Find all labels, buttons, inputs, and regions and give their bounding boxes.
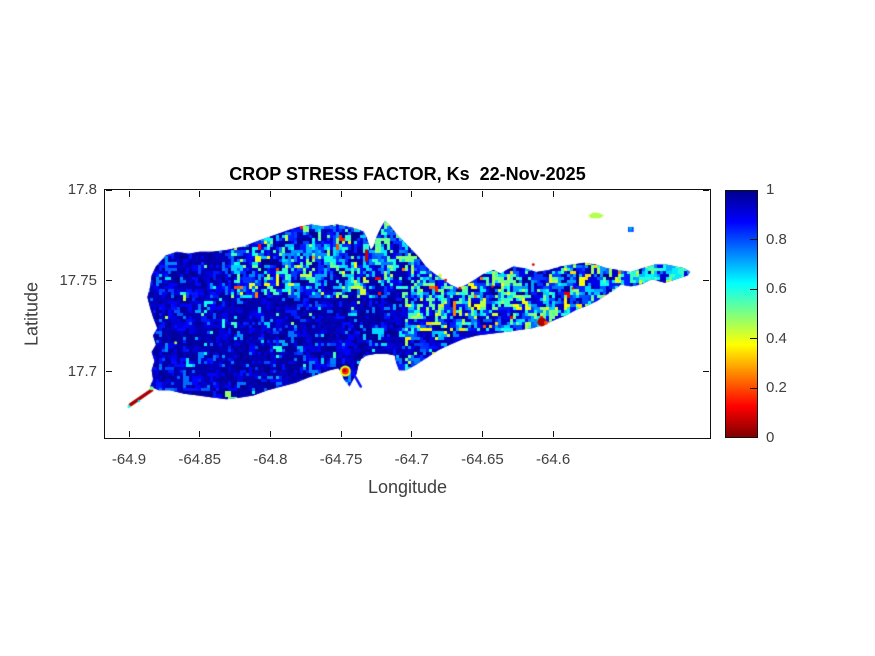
colorbar-tick-label: 0.8	[766, 230, 787, 248]
colorbar-tick-label: 1	[766, 181, 775, 198]
x-tick	[128, 431, 130, 437]
x-tick-label: -64.7	[394, 451, 429, 468]
colorbar-tick	[750, 338, 757, 340]
y-tick-label: 17.7	[67, 362, 97, 380]
colorbar-tick-label: 0.4	[766, 329, 787, 347]
x-tick	[552, 431, 554, 437]
colorbar-tick	[750, 239, 757, 241]
y-axis-label: Latitude	[21, 281, 42, 347]
x-tick	[340, 431, 342, 437]
y-tick-right	[703, 371, 709, 373]
x-tick-label: -64.65	[461, 451, 504, 468]
colorbar-gradient	[726, 191, 757, 437]
colorbar-tick-label: 0.2	[766, 379, 787, 397]
y-tick-label: 17.75	[59, 271, 97, 289]
x-tick-top	[269, 191, 271, 197]
colorbar-tick	[750, 288, 757, 290]
x-tick-label: -64.9	[111, 451, 147, 468]
y-tick	[106, 371, 112, 373]
x-tick-top	[552, 191, 554, 197]
colorbar-tick-label: 0.6	[766, 280, 787, 298]
x-tick	[411, 431, 413, 437]
plot-area	[104, 189, 711, 439]
x-tick-label: -64.85	[178, 451, 221, 468]
map-canvas	[105, 190, 710, 438]
colorbar	[725, 190, 758, 438]
x-tick-top	[411, 191, 413, 197]
chart-title: CROP STRESS FACTOR, Ks 22-Nov-2025	[229, 164, 586, 184]
y-tick-right	[703, 189, 709, 191]
x-tick	[269, 431, 271, 437]
x-tick-label: -64.75	[319, 451, 363, 468]
y-tick	[106, 189, 112, 191]
y-tick	[106, 280, 112, 282]
x-axis-label: Longitude	[367, 477, 448, 497]
x-tick-top	[481, 191, 483, 197]
y-tick-right	[703, 280, 709, 282]
colorbar-tick-label: 0	[766, 429, 775, 446]
x-tick-top	[128, 191, 130, 197]
colorbar-tick	[750, 387, 757, 389]
x-tick	[199, 431, 201, 437]
x-tick-label: -64.8	[253, 451, 288, 468]
y-tick-label: 17.8	[67, 181, 97, 198]
x-tick	[481, 431, 483, 437]
x-tick-label: -64.6	[535, 451, 571, 468]
x-tick-top	[340, 191, 342, 197]
x-tick-top	[199, 191, 201, 197]
